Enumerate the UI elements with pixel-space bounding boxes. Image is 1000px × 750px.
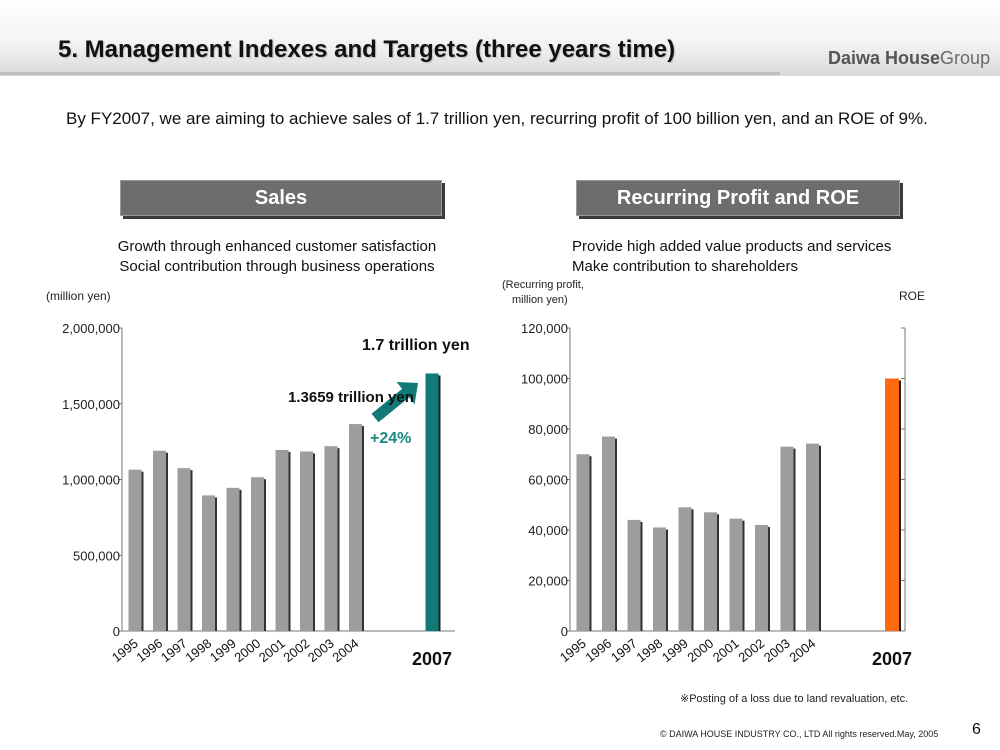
- bar: [653, 527, 666, 631]
- x-tick-label: 1997: [608, 636, 640, 666]
- x-tick-label: 2000: [684, 636, 716, 666]
- x-tick-label: 2001: [710, 636, 742, 666]
- x-tick-label: 2003: [761, 636, 793, 666]
- bar: [128, 469, 142, 631]
- copyright: © DAIWA HOUSE INDUSTRY CO., LTD All righ…: [660, 729, 939, 739]
- sales-subtitle-line: Growth through enhanced customer satisfa…: [117, 238, 437, 255]
- y-tick-label: 100,000: [521, 372, 568, 387]
- bar: [226, 487, 240, 631]
- x-tick-label: 1995: [557, 636, 589, 666]
- actual-value-label: 1.3659 trillion yen: [288, 389, 414, 406]
- page-number: 6: [972, 721, 981, 738]
- y-tick-label: 60,000: [528, 473, 568, 488]
- y-tick-label: 1,000,000: [62, 473, 120, 488]
- profit-subtitle-line: Make contribution to shareholders: [572, 258, 798, 275]
- bar: [153, 450, 166, 631]
- y-tick-label: 20,000: [528, 574, 568, 589]
- x-tick-label: 1999: [659, 636, 691, 666]
- bar: [729, 518, 743, 631]
- bar: [678, 507, 692, 631]
- x-tick-label: 2004: [786, 636, 818, 666]
- bar: [324, 446, 338, 631]
- y-axis-label: (Recurring profit,: [502, 279, 584, 291]
- growth-percent-label: +24%: [370, 430, 411, 447]
- sales-section-header: Sales: [120, 180, 442, 216]
- y-axis-label: (million yen): [46, 289, 111, 303]
- target-value-label: 1.7 trillion yen: [362, 337, 470, 354]
- y-axis-label: million yen): [512, 294, 568, 306]
- intro-text: By FY2007, we are aiming to achieve sale…: [66, 109, 928, 128]
- bar: [300, 451, 313, 631]
- sales-subtitle: Growth through enhanced customer satisfa…: [92, 237, 462, 277]
- bar: [349, 424, 362, 631]
- bar: [251, 477, 264, 631]
- y-tick-label: 40,000: [528, 523, 568, 538]
- bar: [627, 519, 641, 631]
- title-rule: [0, 72, 780, 75]
- x-tick-label: 1998: [633, 636, 665, 666]
- company-logo: Daiwa HouseGroup: [828, 48, 990, 69]
- x-tick-label: 1996: [582, 636, 614, 666]
- y-tick-label: 1,500,000: [62, 397, 120, 412]
- y-tick-label: 80,000: [528, 422, 568, 437]
- profit-subtitle: Provide high added value products and se…: [572, 237, 972, 277]
- bar: [780, 446, 794, 631]
- page-title: 5. Management Indexes and Targets (three…: [58, 36, 676, 63]
- profit-section-header: Recurring Profit and ROE: [576, 180, 900, 216]
- bar: [576, 454, 590, 631]
- y-tick-label: 500,000: [73, 548, 120, 563]
- profit-subtitle-line: Provide high added value products and se…: [572, 238, 892, 255]
- y-tick-label: 0: [113, 624, 120, 639]
- target-year-label: 2007: [412, 649, 452, 669]
- bar: [755, 524, 768, 631]
- sales-subtitle-line: Social contribution through business ope…: [119, 258, 435, 275]
- x-tick-label: 2002: [735, 636, 767, 666]
- x-tick-label: 2004: [329, 636, 361, 666]
- target-bar: [425, 373, 439, 631]
- bar: [704, 512, 717, 631]
- y-tick-label: 2,000,000: [62, 321, 120, 336]
- target-year-label: 2007: [872, 649, 912, 669]
- bar: [602, 436, 615, 631]
- bar: [275, 449, 289, 631]
- logo-suffix: Group: [940, 48, 991, 68]
- bar: [177, 468, 191, 631]
- logo-brand: Daiwa House: [828, 48, 941, 68]
- bar: [806, 443, 819, 631]
- y-tick-label: 0: [561, 624, 568, 639]
- header-band: [0, 0, 1000, 76]
- y-tick-label: 120,000: [521, 321, 568, 336]
- bar: [202, 495, 215, 631]
- y2-axis-label: ROE: [899, 289, 925, 303]
- growth-arrow: [371, 382, 418, 423]
- target-bar: [885, 378, 899, 631]
- footnote: ※Posting of a loss due to land revaluati…: [680, 693, 909, 705]
